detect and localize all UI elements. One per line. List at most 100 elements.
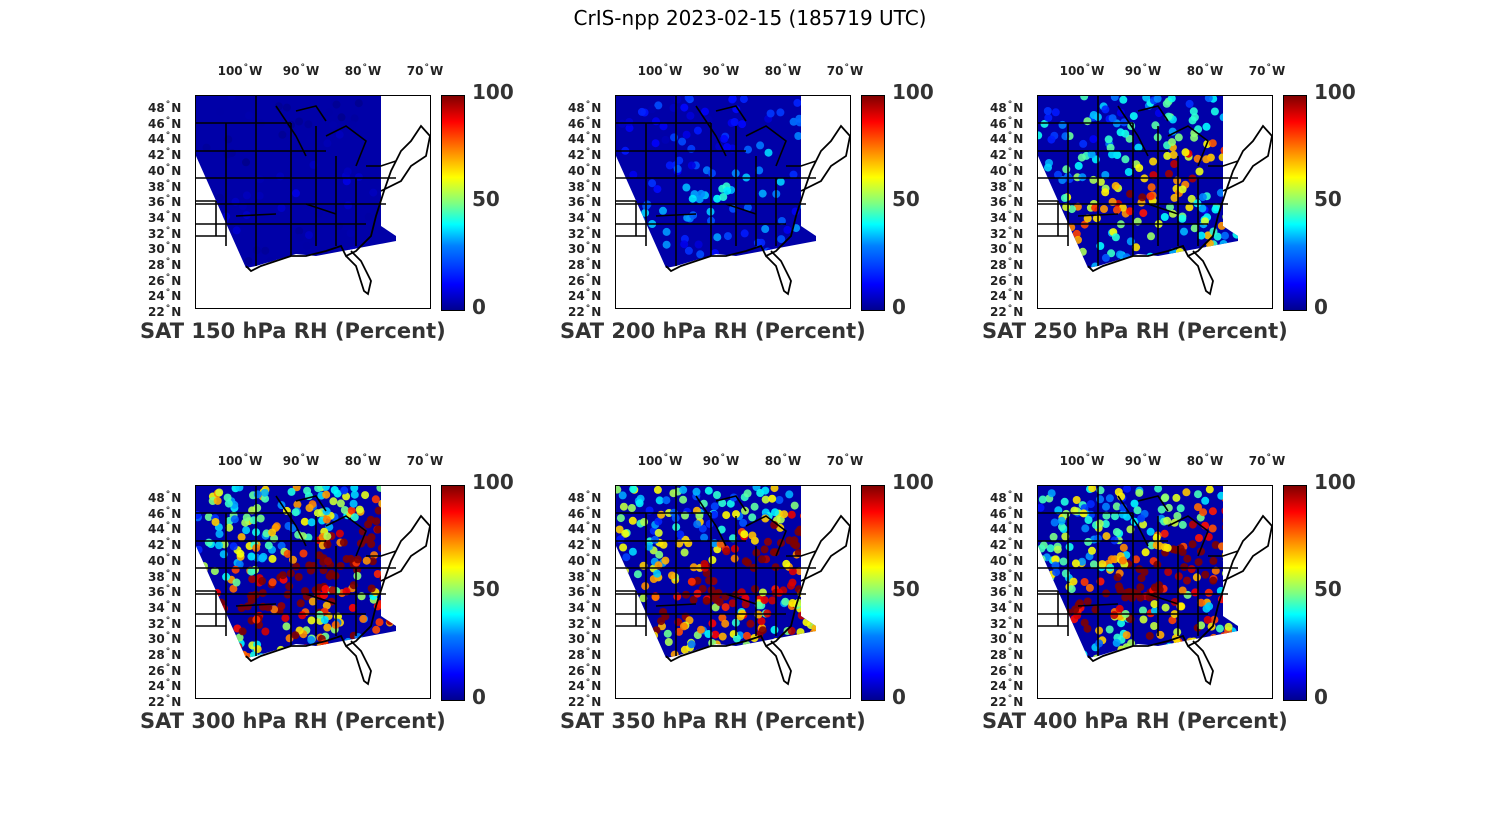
rh-observation-point [811, 575, 816, 584]
rh-observation-point [230, 515, 239, 524]
rh-observation-point [288, 656, 296, 658]
rh-observation-point [1225, 656, 1234, 658]
rh-observation-point [697, 189, 706, 198]
rh-observation-point [236, 549, 245, 558]
rh-observation-point [315, 551, 324, 560]
florida-outline [1187, 640, 1214, 686]
rh-observation-point [320, 616, 329, 624]
state-boundary [1167, 125, 1209, 167]
rh-observation-point [1101, 188, 1110, 197]
colorbar [1283, 95, 1307, 311]
rh-observation-point [397, 637, 405, 645]
rh-observation-point [801, 558, 810, 567]
colorbar-tick-label: 50 [472, 577, 500, 601]
rh-observation-point [1119, 543, 1128, 552]
rh-observation-point [618, 119, 627, 128]
rh-observation-point [751, 585, 759, 593]
rh-observation-point [1038, 578, 1045, 587]
rh-observation-point [719, 193, 728, 201]
rh-observation-point [1095, 519, 1104, 528]
rh-observation-point [770, 625, 779, 634]
rh-observation-point [750, 502, 759, 511]
rh-observation-point [381, 266, 389, 268]
rh-observation-point [314, 486, 323, 493]
rh-observation-point [782, 559, 791, 568]
rh-observation-point [348, 603, 357, 612]
latitude-tick-label: 38°N [568, 178, 602, 194]
rh-observation-point [1041, 579, 1050, 588]
rh-observation-point [790, 501, 799, 510]
rh-observation-point [1202, 155, 1211, 164]
rh-observation-point [1234, 189, 1238, 198]
rh-observation-point [787, 510, 796, 519]
rh-observation-point [1074, 235, 1082, 244]
rh-observation-point [1047, 489, 1056, 498]
rh-observation-point [781, 597, 790, 606]
rh-observation-point [1230, 116, 1238, 125]
rh-observation-point [1226, 530, 1235, 539]
rh-observation-point [1169, 150, 1178, 159]
rh-observation-point [745, 656, 754, 658]
rh-observation-point [1116, 128, 1125, 137]
rh-observation-point [616, 204, 621, 213]
rh-observation-point [687, 161, 696, 170]
colorbar [441, 485, 465, 701]
rh-observation-point [200, 571, 209, 580]
rh-observation-point [1044, 580, 1053, 589]
rh-observation-point [1209, 556, 1218, 565]
rh-observation-point [1209, 649, 1217, 658]
rh-observation-point [1111, 233, 1120, 242]
rh-observation-point [718, 499, 727, 508]
rh-observation-point [1235, 559, 1238, 568]
rh-observation-point [281, 614, 290, 623]
state-boundary [1137, 495, 1169, 512]
coastline [1087, 124, 1272, 273]
rh-observation-point [248, 575, 257, 584]
rh-observation-point [700, 560, 709, 568]
latitude-tick-label: 28°N [568, 647, 602, 662]
florida-outline [765, 640, 792, 686]
rh-observation-point [1240, 194, 1248, 202]
rh-observation-point [1149, 171, 1158, 180]
rh-observation-point [1074, 648, 1083, 657]
rh-observation-point [1098, 560, 1107, 569]
rh-observation-point [771, 508, 779, 517]
rh-observation-point [1228, 265, 1237, 268]
rh-observation-point [1198, 193, 1207, 202]
rh-observation-point [662, 496, 671, 505]
rh-observation-point [1086, 500, 1095, 509]
rh-observation-point [1241, 587, 1249, 595]
rh-observation-point [298, 611, 307, 620]
rh-observation-point [1152, 656, 1161, 658]
rh-observation-point [1135, 164, 1144, 172]
rh-observation-point [1153, 96, 1162, 103]
rh-observation-point [654, 101, 663, 110]
rh-observation-point [625, 256, 634, 265]
latitude-tick-label: 32°N [990, 615, 1024, 631]
rh-observation-point [1137, 574, 1146, 583]
rh-observation-point [282, 622, 291, 631]
rh-observation-point [1228, 580, 1237, 589]
rh-observation-point [684, 246, 693, 255]
rh-observation-point [367, 540, 376, 548]
rh-observation-point [713, 491, 721, 499]
rh-observation-point [761, 495, 770, 504]
colorbar-tick-label: 0 [472, 685, 486, 709]
rh-observation-point [277, 602, 286, 611]
rh-observation-point [668, 571, 676, 580]
rh-observation-point [1114, 582, 1123, 591]
coastline [245, 124, 430, 273]
rh-observation-point [1096, 177, 1105, 186]
rh-observation-point [693, 520, 702, 529]
rh-observation-point [1053, 545, 1062, 554]
latitude-tick-label: 48°N [568, 490, 602, 505]
rh-observation-point [1139, 615, 1148, 624]
rh-observation-point [1152, 541, 1161, 550]
rh-observation-point [1062, 165, 1071, 174]
rh-observation-point [389, 114, 396, 123]
rh-observation-point [1057, 516, 1066, 525]
state-boundary [715, 105, 747, 122]
rh-observation-point [1138, 193, 1147, 202]
rh-observation-point [1199, 508, 1208, 517]
florida-outline [345, 640, 372, 686]
